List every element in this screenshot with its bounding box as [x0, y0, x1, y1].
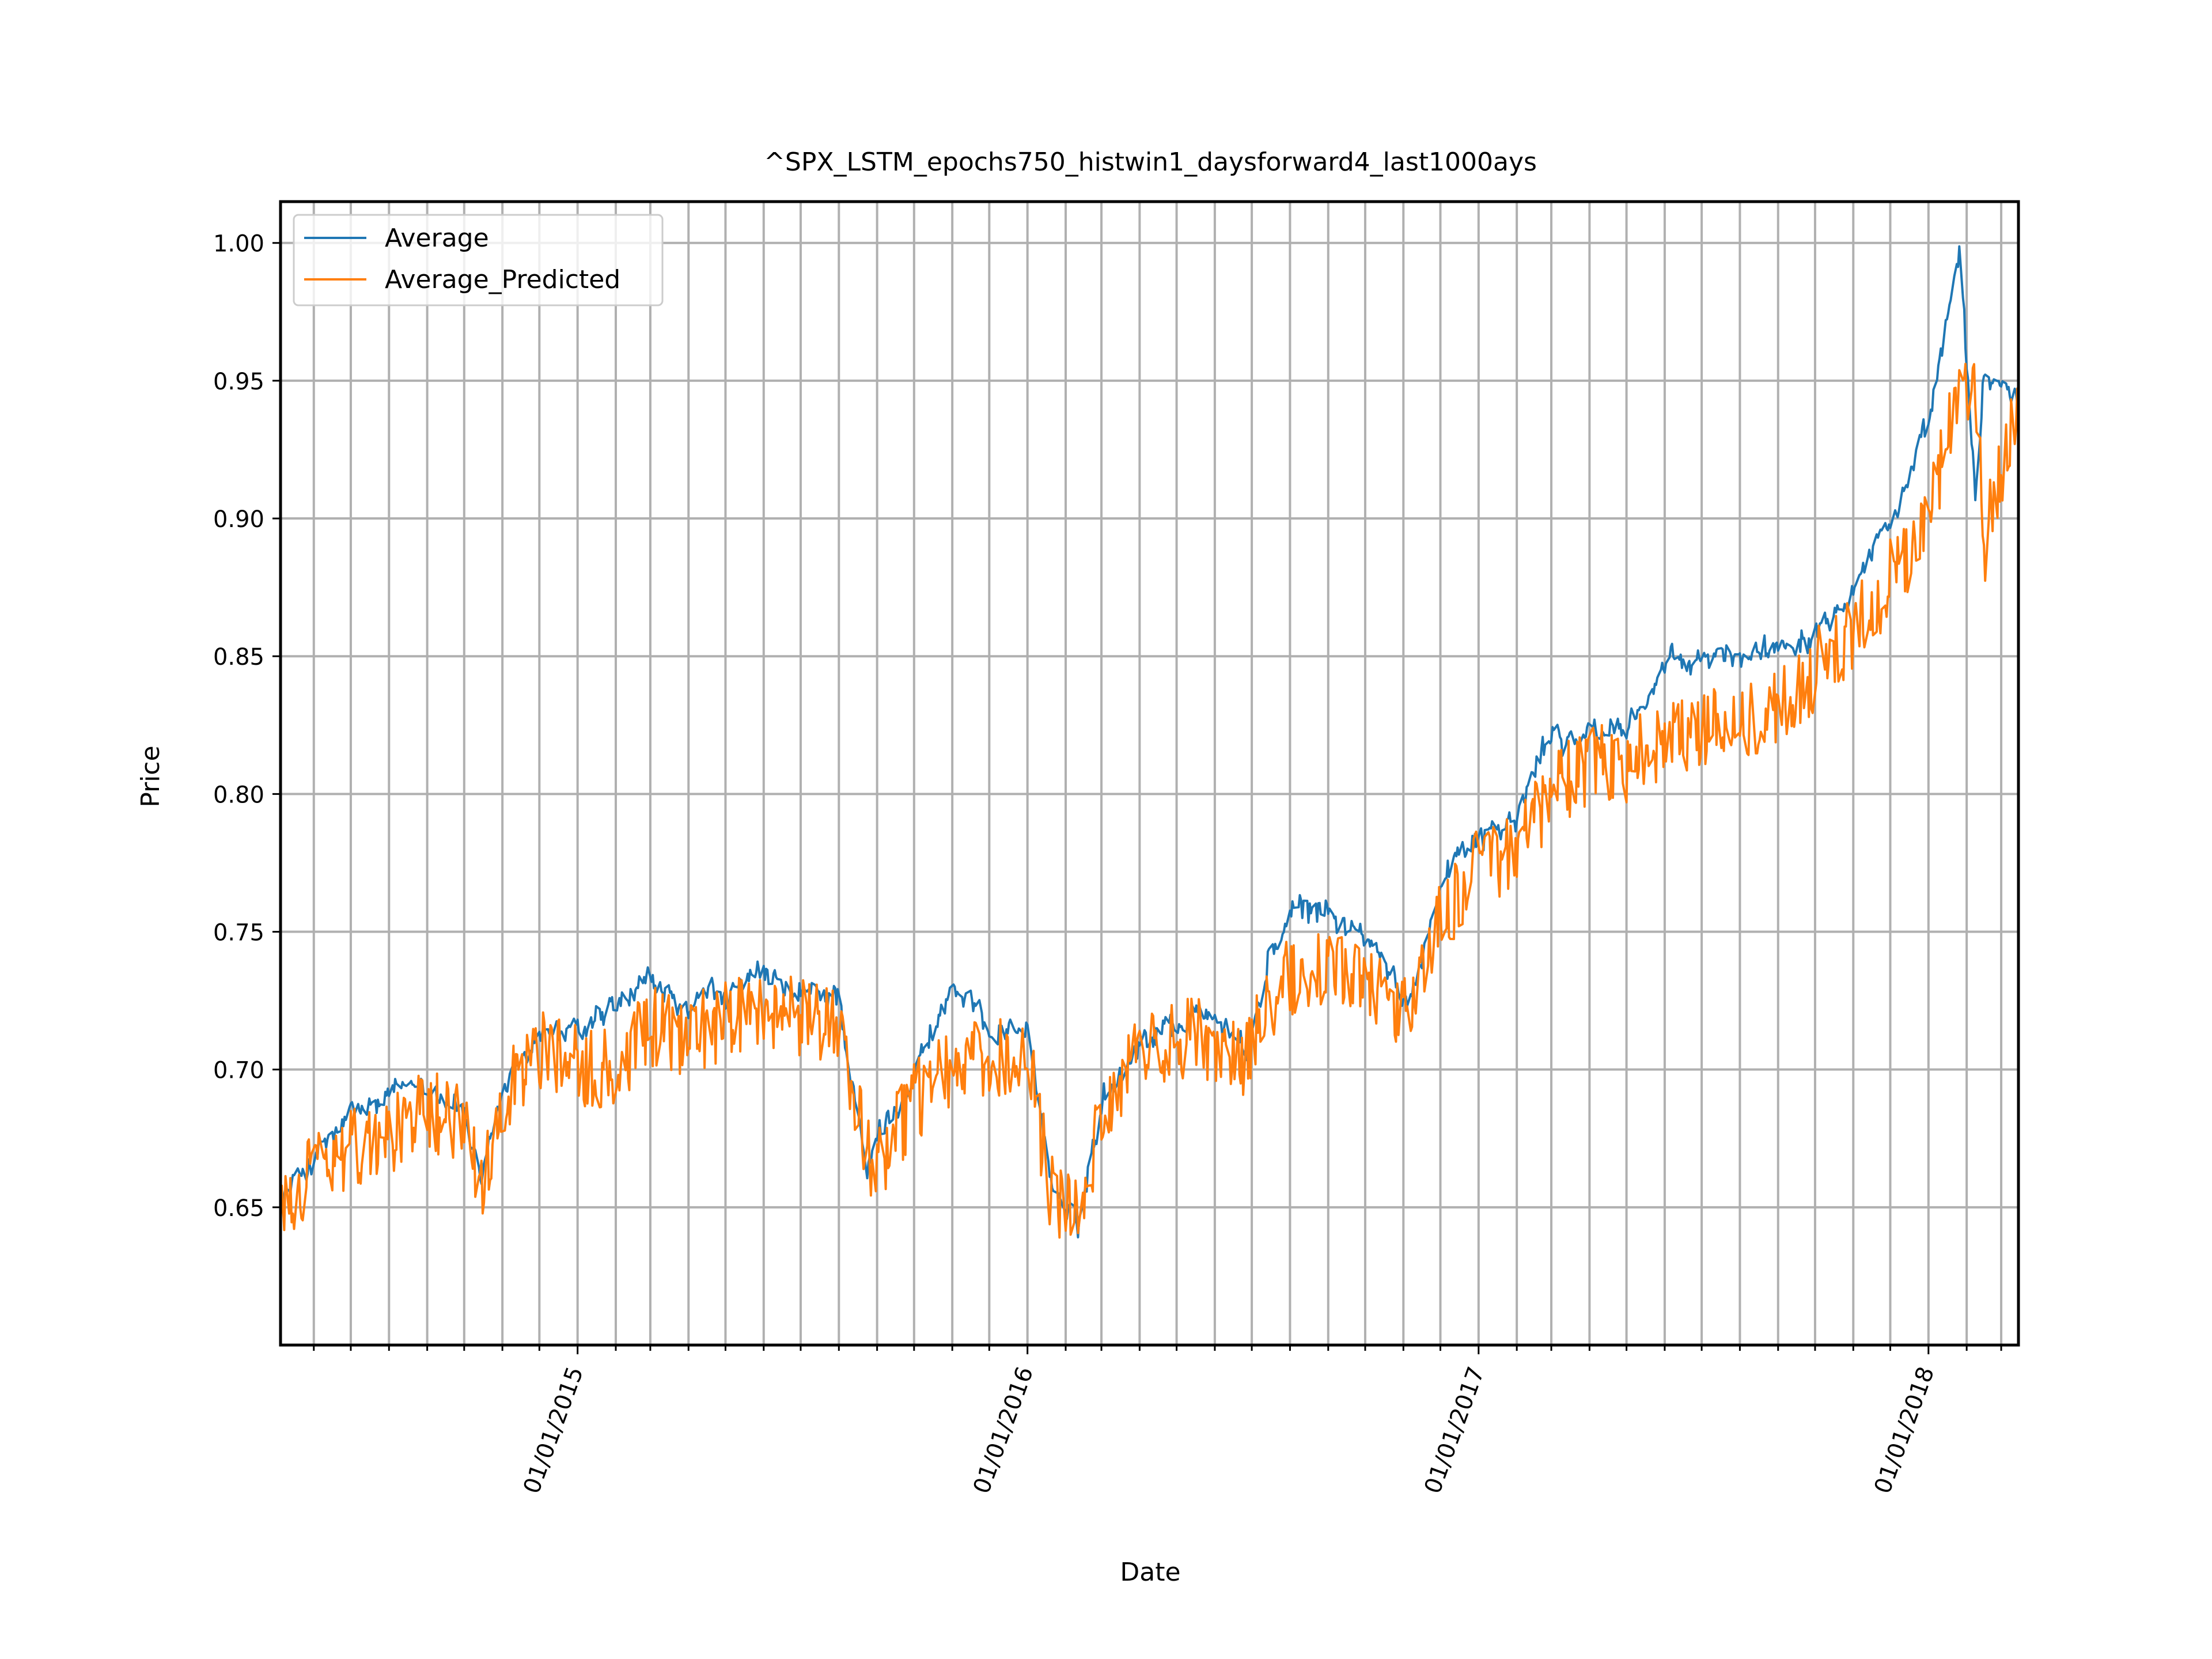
legend-label-average-predicted: Average_Predicted [385, 265, 620, 294]
series-layer [279, 245, 2020, 1239]
y-tick-label: 0.70 [213, 1058, 264, 1084]
y-tick-label: 0.95 [213, 369, 264, 395]
series-line-average-predicted [279, 362, 2020, 1239]
y-axis-label: Price [136, 745, 165, 807]
plot-frame [279, 200, 2020, 1347]
legend-label-average: Average [385, 224, 489, 253]
y-tick-label: 1.00 [213, 231, 264, 257]
y-tick-label: 0.65 [213, 1195, 264, 1222]
x-axis-label: Date [1120, 1558, 1180, 1587]
grid-layer [281, 202, 2018, 1345]
y-tick-label: 0.75 [213, 920, 264, 946]
y-axis: 0.65 0.70 0.75 0.80 0.85 0.90 0.95 1.00 [213, 231, 281, 1222]
y-tick-label: 0.85 [213, 644, 264, 671]
legend-box [293, 214, 664, 306]
legend: Average Average_Predicted [293, 214, 664, 306]
y-tick-label: 0.80 [213, 782, 264, 808]
chart-title: ^SPX_LSTM_epochs750_histwin1_daysforward… [764, 147, 1537, 177]
y-tick-label: 0.90 [213, 506, 264, 533]
series-line-average [279, 245, 2019, 1238]
